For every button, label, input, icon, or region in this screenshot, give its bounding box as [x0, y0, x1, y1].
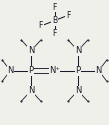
Text: N: N — [7, 66, 14, 75]
Text: P: P — [28, 66, 34, 75]
Text: N: N — [75, 46, 81, 55]
Text: N⁺: N⁺ — [49, 66, 60, 75]
Text: N: N — [28, 46, 34, 55]
Text: F: F — [52, 29, 57, 38]
Text: F: F — [66, 11, 70, 20]
Text: F: F — [39, 22, 43, 30]
Text: N: N — [28, 86, 34, 95]
Text: P: P — [75, 66, 81, 75]
Text: B: B — [52, 16, 57, 25]
Text: N: N — [75, 86, 81, 95]
Text: N: N — [95, 66, 102, 75]
Text: F: F — [52, 3, 57, 12]
